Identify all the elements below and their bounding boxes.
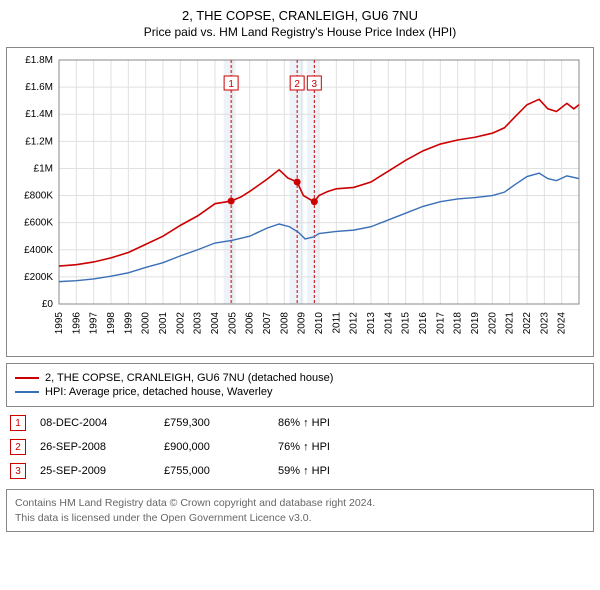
svg-text:2015: 2015 <box>401 312 412 335</box>
svg-text:2011: 2011 <box>331 312 342 334</box>
transaction-badge: 1 <box>10 415 26 431</box>
svg-text:2021: 2021 <box>505 312 516 335</box>
legend: 2, THE COPSE, CRANLEIGH, GU6 7NU (detach… <box>6 363 594 407</box>
transaction-pct: 76% ↑ HPI <box>278 441 378 453</box>
svg-text:1998: 1998 <box>106 312 117 335</box>
svg-text:£400K: £400K <box>24 245 53 256</box>
svg-text:£1.2M: £1.2M <box>25 136 53 147</box>
svg-text:2007: 2007 <box>262 312 273 335</box>
svg-text:£1M: £1M <box>34 163 53 174</box>
transaction-pct: 59% ↑ HPI <box>278 465 378 477</box>
svg-text:2010: 2010 <box>314 312 325 335</box>
transaction-date: 08-DEC-2004 <box>40 417 150 429</box>
transaction-price: £755,000 <box>164 465 264 477</box>
svg-text:2018: 2018 <box>453 312 464 335</box>
svg-text:2023: 2023 <box>539 312 550 335</box>
transaction-price: £759,300 <box>164 417 264 429</box>
svg-text:2003: 2003 <box>193 312 204 335</box>
svg-text:1999: 1999 <box>123 312 134 335</box>
svg-text:2014: 2014 <box>383 312 394 335</box>
page-title: 2, THE COPSE, CRANLEIGH, GU6 7NU <box>6 8 594 23</box>
svg-text:2: 2 <box>294 79 300 90</box>
transaction-pct: 86% ↑ HPI <box>278 417 378 429</box>
transaction-price: £900,000 <box>164 441 264 453</box>
svg-text:2016: 2016 <box>418 312 429 335</box>
svg-text:2006: 2006 <box>245 312 256 335</box>
svg-text:2022: 2022 <box>522 312 533 335</box>
svg-text:3: 3 <box>312 79 318 90</box>
svg-text:1997: 1997 <box>89 312 100 335</box>
legend-label: HPI: Average price, detached house, Wave… <box>45 386 272 398</box>
svg-text:£600K: £600K <box>24 218 53 229</box>
attribution: Contains HM Land Registry data © Crown c… <box>6 489 594 532</box>
legend-item: 2, THE COPSE, CRANLEIGH, GU6 7NU (detach… <box>15 372 585 384</box>
legend-swatch <box>15 377 39 379</box>
transaction-date: 25-SEP-2009 <box>40 465 150 477</box>
svg-text:£800K: £800K <box>24 191 53 202</box>
svg-text:1: 1 <box>228 79 234 90</box>
svg-text:£1.6M: £1.6M <box>25 82 53 93</box>
svg-text:1995: 1995 <box>54 312 65 335</box>
svg-text:2013: 2013 <box>366 312 377 335</box>
svg-text:£1.8M: £1.8M <box>25 55 53 66</box>
svg-text:2001: 2001 <box>158 312 169 335</box>
transactions-table: 1 08-DEC-2004 £759,300 86% ↑ HPI 2 26-SEP-200… <box>6 413 594 481</box>
chart-container: £0 £200K £400K £600K £800K £1M £1.2M £1.4M £1.6M… <box>6 47 594 357</box>
svg-text:£200K: £200K <box>24 272 53 283</box>
transaction-row: 3 25-SEP-2009 £755,000 59% ↑ HPI <box>6 461 594 481</box>
legend-swatch <box>15 391 39 393</box>
svg-text:£0: £0 <box>42 299 54 310</box>
svg-text:£1.4M: £1.4M <box>25 109 53 120</box>
svg-text:2020: 2020 <box>487 312 498 335</box>
svg-text:2017: 2017 <box>435 312 446 335</box>
svg-text:2012: 2012 <box>349 312 360 335</box>
transaction-badge: 3 <box>10 463 26 479</box>
svg-text:2004: 2004 <box>210 312 221 335</box>
transaction-badge: 2 <box>10 439 26 455</box>
svg-text:2005: 2005 <box>227 312 238 335</box>
attribution-line-1: Contains HM Land Registry data © Crown c… <box>15 496 585 511</box>
svg-text:2009: 2009 <box>297 312 308 335</box>
svg-text:2008: 2008 <box>279 312 290 335</box>
svg-text:2019: 2019 <box>470 312 481 335</box>
svg-text:2000: 2000 <box>141 312 152 335</box>
legend-label: 2, THE COPSE, CRANLEIGH, GU6 7NU (detach… <box>45 372 333 384</box>
transaction-row: 1 08-DEC-2004 £759,300 86% ↑ HPI <box>6 413 594 433</box>
svg-text:2024: 2024 <box>557 312 568 335</box>
price-chart: £0 £200K £400K £600K £800K £1M £1.2M £1.4M £1.6M… <box>11 52 587 352</box>
transaction-date: 26-SEP-2008 <box>40 441 150 453</box>
svg-text:1996: 1996 <box>71 312 82 335</box>
legend-item: HPI: Average price, detached house, Wave… <box>15 386 585 398</box>
page-subtitle: Price paid vs. HM Land Registry's House … <box>6 25 594 39</box>
attribution-line-2: This data is licensed under the Open Gov… <box>15 511 585 526</box>
svg-text:2002: 2002 <box>175 312 186 335</box>
transaction-row: 2 26-SEP-2008 £900,000 76% ↑ HPI <box>6 437 594 457</box>
